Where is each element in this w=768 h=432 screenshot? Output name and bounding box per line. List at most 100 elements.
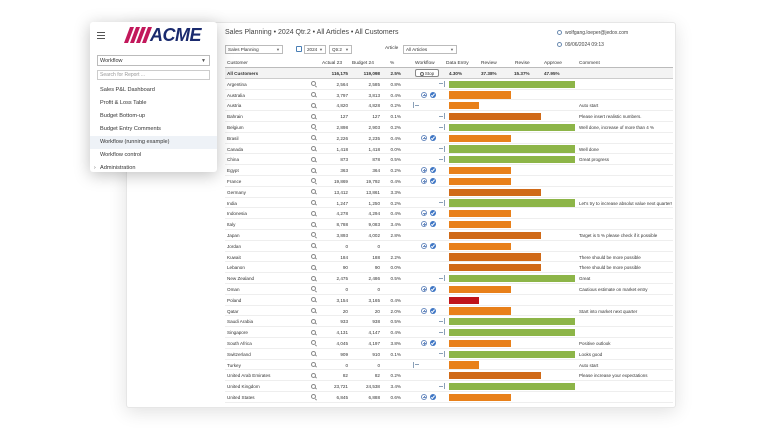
user-email[interactable]: wolfgang.loeper@jedox.com <box>565 29 629 36</box>
search-icon[interactable] <box>311 210 316 216</box>
table-row[interactable]: Oman 0 0 Cautious estimate on market entry <box>225 284 673 295</box>
search-icon[interactable] <box>311 189 316 195</box>
budget-value[interactable]: 3,165 <box>368 297 381 303</box>
budget-value[interactable]: 90 <box>374 265 380 271</box>
budget-value[interactable]: 19,792 <box>365 178 380 184</box>
budget-value[interactable]: 4,147 <box>368 330 381 336</box>
search-icon[interactable] <box>311 92 316 98</box>
budget-value[interactable]: 2,486 <box>368 276 381 282</box>
budget-value[interactable]: 1,250 <box>368 200 381 206</box>
article-select[interactable]: All Articles ▼ <box>403 45 457 54</box>
budget-value[interactable]: 13,861 <box>365 189 380 195</box>
hamburger-icon[interactable] <box>97 32 105 40</box>
calendar-icon[interactable] <box>296 46 302 52</box>
comment-text[interactable]: Well done <box>579 146 599 152</box>
comment-text[interactable]: Auto start <box>579 103 599 109</box>
search-icon[interactable] <box>311 167 316 173</box>
comment-text[interactable]: Looks good <box>579 351 603 357</box>
comment-text[interactable]: Positive outlook <box>579 340 611 346</box>
table-row[interactable]: Lebanon 90 90 0.0% There should be more poss… <box>225 262 673 274</box>
add-icon[interactable] <box>421 210 427 217</box>
table-row[interactable]: China 873 878 0.5% Great progress <box>225 154 673 166</box>
check-icon[interactable] <box>430 285 436 292</box>
comment-text[interactable]: Auto start <box>579 362 599 368</box>
quarter-select[interactable]: Qtr.2 ▼ <box>329 45 352 54</box>
search-icon[interactable] <box>311 102 316 108</box>
budget-value[interactable]: 4,294 <box>368 211 381 217</box>
comment-text[interactable]: Great progress <box>579 157 610 163</box>
budget-value[interactable]: 188 <box>372 254 380 260</box>
search-icon[interactable] <box>311 372 316 378</box>
check-icon[interactable] <box>430 221 436 228</box>
budget-value[interactable]: 6,888 <box>368 394 381 400</box>
table-row[interactable]: Germany 13,412 13,861 3.3% <box>225 187 673 198</box>
table-row[interactable]: Turkey 0 0 Auto start <box>225 360 673 371</box>
table-row[interactable]: United Kingdom 23,721 24,538 3.4% <box>225 381 673 392</box>
search-icon[interactable] <box>311 146 316 152</box>
submit-arrow-icon[interactable] <box>439 123 445 130</box>
budget-value[interactable]: 938 <box>372 319 380 325</box>
start-arrow-icon[interactable] <box>413 361 419 368</box>
search-icon[interactable] <box>311 200 316 206</box>
budget-value[interactable]: 0 <box>377 243 380 249</box>
search-icon[interactable] <box>311 178 316 184</box>
add-icon[interactable] <box>421 167 427 174</box>
search-icon[interactable] <box>311 362 316 368</box>
table-row[interactable]: Switzerland 909 910 0.1% Looks good <box>225 349 673 360</box>
budget-value[interactable]: 4,002 <box>368 232 381 238</box>
search-icon[interactable] <box>311 124 316 130</box>
table-row[interactable]: United States 6,845 6,888 0.6% <box>225 392 673 403</box>
add-icon[interactable] <box>421 91 427 98</box>
add-icon[interactable] <box>421 177 427 184</box>
table-row[interactable]: Belgium 2,898 2,903 0.2% Well done, increase… <box>225 122 673 133</box>
add-icon[interactable] <box>421 242 427 249</box>
search-icon[interactable] <box>311 308 316 314</box>
check-icon[interactable] <box>430 242 436 249</box>
budget-value[interactable]: 24,538 <box>365 384 380 390</box>
submit-arrow-icon[interactable] <box>439 350 445 357</box>
table-row[interactable]: Italy 8,788 9,083 3.4% <box>225 219 673 230</box>
search-icon[interactable] <box>311 329 316 335</box>
add-icon[interactable] <box>421 134 427 141</box>
search-icon[interactable] <box>311 318 316 324</box>
comment-text[interactable]: Please increase your expectations <box>579 373 648 379</box>
comment-text[interactable]: Please insert realistic numbers. <box>579 114 642 120</box>
submit-arrow-icon[interactable] <box>439 156 445 163</box>
comment-text[interactable]: Great <box>579 276 591 282</box>
check-icon[interactable] <box>430 91 436 98</box>
add-icon[interactable] <box>421 221 427 228</box>
budget-value[interactable]: 364 <box>372 168 380 174</box>
check-icon[interactable] <box>430 210 436 217</box>
add-icon[interactable] <box>421 393 427 400</box>
check-icon[interactable] <box>430 393 436 400</box>
table-row[interactable]: France 19,869 19,792 0.4% <box>225 176 673 187</box>
comment-text[interactable]: There should be more possible <box>579 254 641 260</box>
menu-item-budget-bottom-up[interactable]: Budget Bottom-up <box>100 113 146 119</box>
budget-value[interactable]: 82 <box>374 373 380 379</box>
search-icon[interactable] <box>311 156 316 162</box>
submit-arrow-icon[interactable] <box>439 80 445 87</box>
report-search-input[interactable]: Search for Report ... <box>97 70 210 80</box>
total-row[interactable]: All Customers 116,175 119,098 2.5% Stop … <box>225 68 673 79</box>
search-icon[interactable] <box>311 275 316 281</box>
table-row[interactable]: Japan 3,893 4,002 2.8% Target is 5 % please … <box>225 230 673 241</box>
budget-value[interactable]: 2,235 <box>368 135 381 141</box>
search-icon[interactable] <box>311 340 316 346</box>
table-row[interactable]: Saudi Arabia 933 938 0.5% <box>225 316 673 328</box>
table-row[interactable]: Jordan 0 0 <box>225 241 673 252</box>
budget-value[interactable]: 0 <box>377 362 380 368</box>
budget-value[interactable]: 878 <box>372 157 380 163</box>
budget-value[interactable]: 9,083 <box>368 222 381 228</box>
search-icon[interactable] <box>311 297 316 303</box>
check-icon[interactable] <box>430 167 436 174</box>
table-row[interactable]: Canada 1,418 1,418 0.0% Well done <box>225 144 673 155</box>
start-arrow-icon[interactable] <box>413 102 419 109</box>
budget-value[interactable]: 4,828 <box>368 103 381 109</box>
table-row[interactable]: Bahrain 127 127 0.1% Please insert realistic… <box>225 111 673 122</box>
planning-select[interactable]: Sales Planning ▼ <box>225 45 283 54</box>
search-icon[interactable] <box>311 383 316 389</box>
search-icon[interactable] <box>311 394 316 400</box>
comment-text[interactable]: There should be more possible <box>579 265 641 271</box>
check-icon[interactable] <box>430 307 436 314</box>
table-row[interactable]: Qatar 20 20 2.0% Start into market next quar… <box>225 306 673 317</box>
